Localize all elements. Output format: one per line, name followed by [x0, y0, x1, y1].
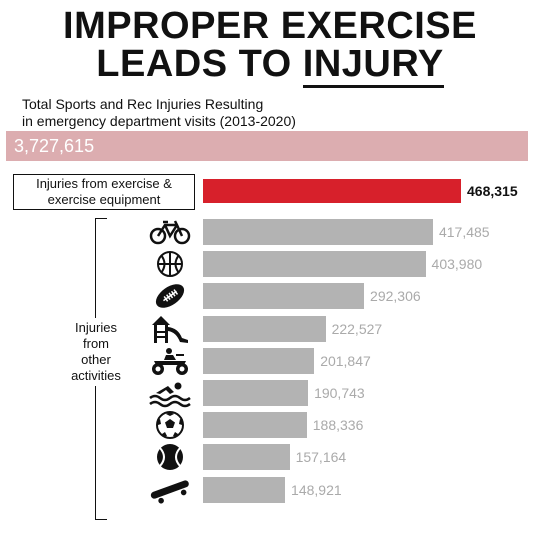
title-underlined-word: INJURY	[302, 43, 444, 88]
value-label-atv: 201,847	[320, 352, 371, 369]
bar-playground	[203, 315, 326, 342]
bar-bicycle	[203, 219, 433, 245]
bar-football	[203, 283, 365, 310]
highlight-value-label: 468,315	[467, 183, 518, 199]
value-label-tennis-ball: 157,164	[295, 449, 347, 466]
bar-skateboard	[203, 476, 286, 503]
basketball-icon	[148, 249, 192, 279]
other-label-line1: Injuries	[75, 320, 117, 335]
value-label-playground: 222,527	[331, 320, 383, 337]
tennis-ball-icon	[148, 442, 192, 472]
value-label-skateboard: 148,921	[291, 481, 342, 498]
bar-basketball	[203, 251, 426, 278]
highlight-label-line1: Injuries from exercise &	[36, 176, 172, 191]
bar-swimming	[203, 380, 309, 406]
chart-title-line1: IMPROPER EXERCISE	[63, 5, 477, 47]
value-label-soccer-ball: 188,336	[312, 417, 364, 434]
other-label-line4: activities	[71, 368, 121, 383]
atv-icon	[148, 346, 192, 376]
title-prefix: LEADS TO	[96, 43, 303, 85]
subtitle-line1: Total Sports and Rec Injuries Resulting	[22, 96, 264, 112]
chart-subtitle: Total Sports and Rec Injuries Resulting …	[22, 96, 296, 130]
value-label-bicycle: 417,485	[438, 224, 490, 240]
subtitle-line2: in emergency department visits (2013-202…	[22, 113, 296, 129]
total-bar	[6, 131, 528, 161]
playground-icon	[148, 314, 192, 344]
highlight-category-box: Injuries from exercise & exercise equipm…	[13, 174, 195, 210]
highlight-label-line2: exercise equipment	[47, 192, 161, 207]
value-label-swimming: 190,743	[314, 385, 365, 401]
swimming-icon	[148, 378, 192, 408]
bicycle-icon	[148, 217, 192, 247]
other-label-line3: other	[81, 352, 111, 367]
skateboard-icon	[148, 475, 192, 505]
bar-soccer-ball	[203, 412, 307, 439]
highlight-bar	[203, 179, 461, 203]
football-icon	[148, 281, 192, 311]
bar-atv	[203, 347, 315, 374]
other-label-line2: from	[83, 336, 109, 351]
chart-title-line2: LEADS TO INJURY	[0, 43, 540, 88]
soccer-ball-icon	[148, 410, 192, 440]
total-value-label: 3,727,615	[14, 136, 95, 156]
value-label-football: 292,306	[370, 288, 421, 305]
value-label-basketball: 403,980	[431, 256, 483, 273]
bar-tennis-ball	[203, 444, 290, 471]
other-activities-label: Injuries from other activities	[56, 318, 136, 386]
